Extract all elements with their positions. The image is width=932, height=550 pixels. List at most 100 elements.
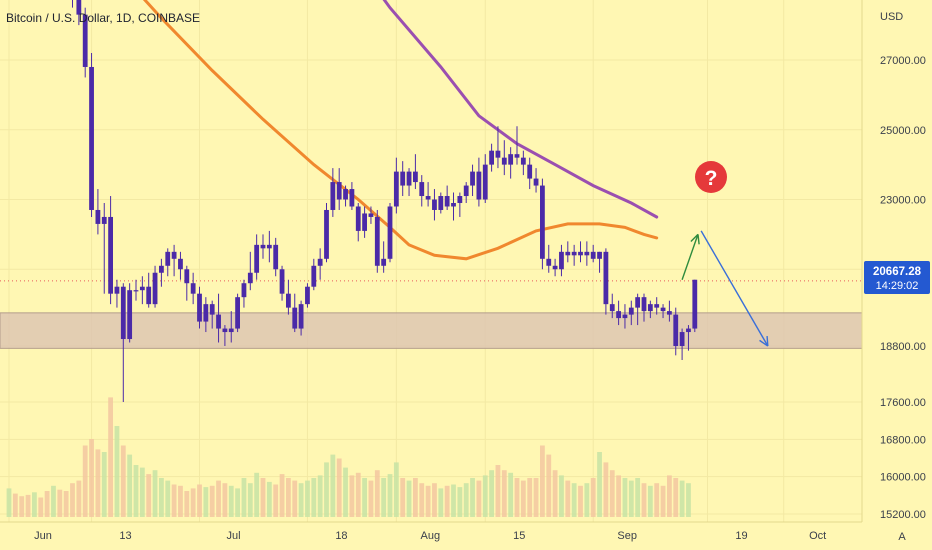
candle: [571, 244, 577, 266]
volume-bar: [95, 449, 101, 517]
volume-bars: [6, 397, 691, 517]
time-axis-label: Aug: [421, 530, 441, 542]
candle-body: [565, 251, 571, 256]
currency-label: USD: [880, 11, 903, 23]
candle: [387, 203, 393, 263]
candle: [349, 182, 355, 210]
candle-body: [247, 272, 253, 284]
candle-body: [362, 213, 367, 231]
volume-bar: [330, 454, 336, 517]
candle-body: [660, 307, 666, 312]
volume-bar: [63, 491, 69, 517]
candle-body: [489, 150, 494, 165]
candle-body: [609, 304, 615, 312]
candle: [432, 189, 437, 221]
volume-bar: [673, 478, 679, 517]
candle: [540, 178, 545, 270]
candle-body: [203, 304, 209, 322]
volume-bar: [228, 485, 234, 517]
volume-bar: [273, 484, 279, 517]
candle: [451, 192, 456, 221]
candle: [184, 265, 190, 301]
question-badge: ?: [695, 161, 727, 193]
candle-body: [647, 304, 653, 312]
candle-body: [108, 216, 113, 294]
candle-body: [406, 171, 412, 186]
volume-bar: [324, 462, 329, 517]
volume-bar: [451, 484, 456, 517]
candle: [393, 157, 399, 214]
time-axis-label: Oct: [809, 530, 826, 542]
volume-bar: [393, 462, 399, 517]
price-axis-label: 18800.00: [880, 341, 926, 353]
candle: [533, 168, 539, 193]
volume-bar: [374, 470, 380, 517]
volume-bar: [559, 475, 564, 517]
time-axis[interactable]: [0, 522, 932, 550]
candle-body: [95, 209, 101, 224]
volume-bar: [482, 475, 488, 517]
auto-scale-button[interactable]: A: [898, 531, 906, 543]
candle: [552, 258, 558, 277]
candle: [241, 279, 247, 308]
candle: [514, 126, 520, 165]
candle: [260, 234, 266, 259]
candle-body: [635, 297, 641, 308]
volume-bar: [51, 485, 56, 517]
projection-arrow-up-head: [697, 234, 700, 245]
candle: [311, 258, 317, 291]
volume-bar: [578, 485, 583, 517]
candle-body: [235, 297, 240, 329]
volume-bar: [32, 492, 37, 517]
candle: [457, 192, 463, 217]
volume-bar: [686, 483, 691, 517]
candle: [609, 293, 615, 319]
candle: [362, 206, 367, 238]
volume-bar: [609, 470, 615, 517]
candle: [127, 283, 133, 343]
time-axis-label: 13: [119, 530, 131, 542]
volume-bar: [495, 465, 501, 517]
volume-bar: [355, 472, 361, 517]
volume-bar: [216, 480, 221, 517]
candle: [527, 157, 533, 190]
candle-body: [552, 265, 558, 270]
price-axis-label: 27000.00: [880, 55, 926, 67]
candle: [628, 300, 634, 326]
candle-body: [393, 171, 399, 207]
volume-bar: [254, 472, 260, 517]
candle-body: [286, 293, 291, 308]
volume-bar: [552, 470, 558, 517]
volume-bar: [190, 488, 196, 517]
time-axis-label: 18: [335, 530, 347, 542]
time-axis-label: 19: [735, 530, 747, 542]
volume-bar: [514, 478, 520, 517]
volume-bar: [419, 483, 425, 517]
volume-bar: [70, 483, 75, 517]
candle-body: [133, 290, 139, 292]
volume-bar: [305, 480, 310, 517]
volume-bar: [197, 484, 202, 517]
candle-body: [438, 196, 444, 210]
candle: [476, 157, 482, 207]
volume-bar: [19, 496, 25, 517]
candle: [108, 196, 113, 305]
candle-body: [89, 66, 94, 210]
candle-body: [82, 14, 88, 67]
volume-bar: [425, 485, 431, 517]
candle: [508, 147, 514, 179]
volume-bar: [298, 483, 304, 517]
candle: [470, 164, 475, 197]
volume-bar: [406, 480, 412, 517]
projection-arrow-down-line: [700, 230, 769, 347]
candle: [482, 154, 488, 203]
volume-bar: [400, 478, 406, 517]
candle-body: [470, 171, 475, 186]
candle: [641, 293, 647, 322]
volume-bar: [349, 475, 355, 517]
candle: [235, 293, 240, 333]
candle-body: [692, 279, 698, 329]
candle-body: [171, 251, 177, 259]
